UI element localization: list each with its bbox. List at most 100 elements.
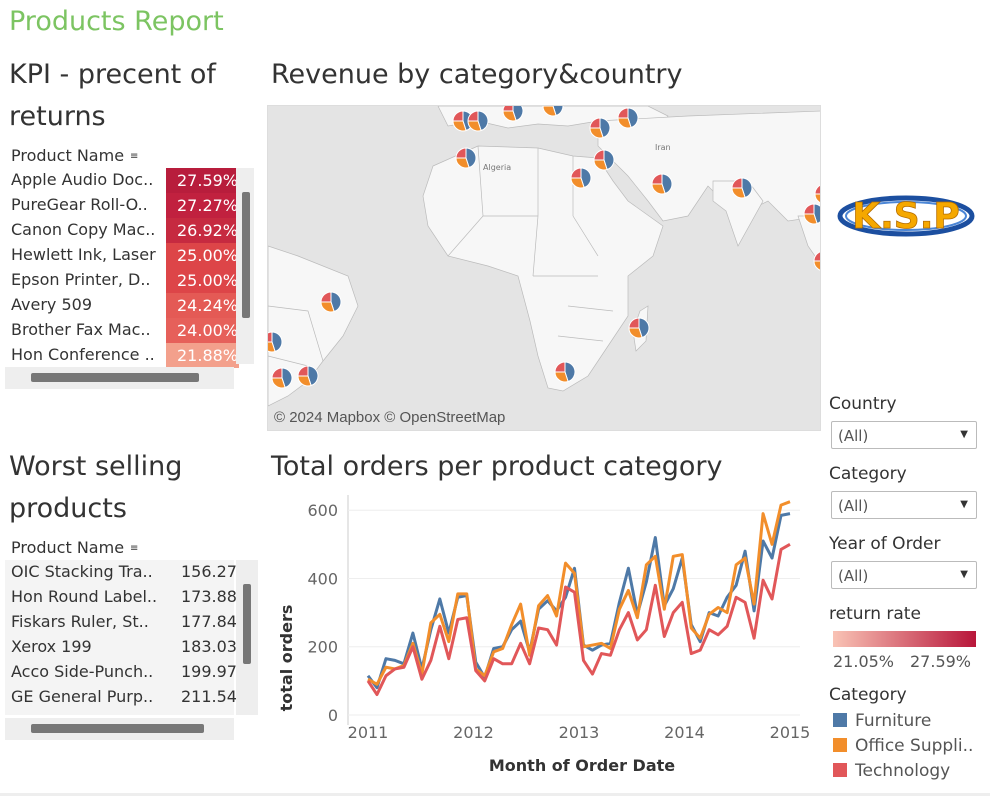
- table-row[interactable]: Hewlett Ink, Laser 25.00%: [5, 243, 239, 268]
- map-pie-slice[interactable]: [813, 260, 821, 271]
- map-pie-slice[interactable]: [512, 106, 524, 122]
- table-row[interactable]: Xerox 199 183.03: [5, 635, 237, 660]
- worst-vertical-scrollbar[interactable]: [236, 560, 258, 715]
- product-name: Hewlett Ink, Laser: [11, 245, 156, 264]
- table-row[interactable]: Canon Copy Mac.. 26.92%: [5, 218, 239, 243]
- table-row[interactable]: GE General Purp.. 211.54: [5, 685, 237, 710]
- table-row[interactable]: Fiskars Ruler, St.. 177.84: [5, 610, 237, 635]
- map-pie-slice[interactable]: [599, 117, 611, 139]
- worst-vertical-scroll-thumb[interactable]: [243, 584, 251, 664]
- map-pie-slice[interactable]: [330, 291, 342, 313]
- map-pie-slice[interactable]: [814, 184, 821, 195]
- map-pie-slice[interactable]: [268, 331, 273, 343]
- product-name: Fiskars Ruler, St..: [11, 612, 149, 631]
- table-row[interactable]: Hon Conference .. 21.88%: [5, 343, 239, 368]
- worst-column-header[interactable]: Product Name ≡: [11, 538, 138, 557]
- map-pie-slice[interactable]: [554, 361, 566, 373]
- map-pie-slice[interactable]: [813, 203, 821, 225]
- map-pie-slice[interactable]: [502, 106, 514, 112]
- map-pie-slice[interactable]: [570, 167, 582, 179]
- map-pie-slice[interactable]: [603, 149, 615, 171]
- product-name: Epson Printer, D..: [11, 270, 151, 289]
- category-filter-dropdown[interactable]: (All) ▼: [831, 491, 977, 519]
- table-row[interactable]: Hon Round Label.. 173.88: [5, 585, 237, 610]
- map-pie-slice[interactable]: [638, 317, 650, 339]
- table-row[interactable]: Acco Side-Punch.. 199.97: [5, 660, 237, 685]
- map-pie-slice[interactable]: [651, 173, 663, 185]
- map-pie-slice[interactable]: [307, 365, 319, 387]
- return-percent: 26.92%: [166, 218, 239, 243]
- sales-value: 183.03: [181, 637, 237, 656]
- sales-value: 177.84: [181, 612, 237, 631]
- table-row[interactable]: OIC Stacking Tra.. 156.27: [5, 560, 237, 585]
- table-row[interactable]: Brother Fax Mac.. 24.00%: [5, 318, 239, 343]
- map-pie-slice[interactable]: [589, 117, 601, 129]
- product-name: PureGear Roll-O..: [11, 195, 148, 214]
- year-filter-label: Year of Order: [829, 534, 941, 554]
- orders-line-chart[interactable]: total orders Month of Order Date 0 200 400…: [270, 490, 820, 790]
- return-percent: 21.88%: [166, 343, 239, 368]
- map-pie-slice[interactable]: [268, 341, 276, 353]
- sort-ascending-icon[interactable]: ≡: [130, 543, 139, 554]
- revenue-map[interactable]: Algeria Iran © 2024 Mapbox © OpenStreetM…: [267, 105, 821, 431]
- worst-column-header-label: Product Name: [11, 538, 125, 557]
- map-pie-slice[interactable]: [661, 173, 673, 195]
- map-pie-slice[interactable]: [627, 107, 639, 129]
- legend-item[interactable]: Office Suppli..: [833, 736, 973, 756]
- map-pie-slice[interactable]: [281, 367, 293, 389]
- product-name: OIC Stacking Tra..: [11, 562, 153, 581]
- map-pie-slice[interactable]: [297, 365, 309, 377]
- map-pie-slice[interactable]: [320, 291, 332, 303]
- series-line-office-supplies[interactable]: [367, 500, 791, 686]
- worst-horizontal-scrollbar[interactable]: [5, 718, 234, 740]
- map-pie-slice[interactable]: [564, 361, 576, 383]
- return-rate-legend-title: return rate: [829, 604, 921, 624]
- map-pie-slice[interactable]: [731, 177, 743, 189]
- legend-item[interactable]: Technology: [833, 761, 950, 781]
- map-pie-slice[interactable]: [813, 251, 821, 262]
- map-pie-slice[interactable]: [803, 203, 815, 215]
- table-row[interactable]: Apple Audio Doc.. 27.59%: [5, 168, 239, 193]
- sales-value: 173.88: [181, 587, 237, 606]
- x-tick-label: 2014: [664, 723, 705, 742]
- ksp-logo: K.S.P: [836, 186, 976, 244]
- ksp-logo-text: K.S.P: [852, 196, 960, 237]
- legend-item[interactable]: Furniture: [833, 711, 931, 731]
- kpi-horizontal-scrollbar[interactable]: [5, 367, 234, 389]
- map-label-iran: Iran: [655, 143, 671, 152]
- map-pie-slice[interactable]: [628, 317, 640, 329]
- country-filter-label: Country: [829, 394, 897, 414]
- category-legend-title: Category: [829, 685, 907, 705]
- kpi-column-header[interactable]: Product Name ≡: [11, 146, 138, 165]
- map-pie-slice[interactable]: [593, 149, 605, 161]
- year-filter-dropdown[interactable]: (All) ▼: [831, 561, 977, 589]
- worst-horizontal-scroll-thumb[interactable]: [31, 724, 204, 733]
- map-pie-slice[interactable]: [580, 167, 592, 189]
- category-filter-value: (All): [838, 497, 869, 515]
- country-filter-dropdown[interactable]: (All) ▼: [831, 421, 977, 449]
- map-pie-slice[interactable]: [467, 110, 479, 122]
- map-pie-slice[interactable]: [465, 147, 477, 169]
- map-attribution[interactable]: © 2024 Mapbox © OpenStreetMap: [274, 409, 506, 426]
- map-pie-slice[interactable]: [477, 110, 489, 132]
- sort-descending-icon[interactable]: ≡: [130, 151, 139, 162]
- kpi-title-line1: KPI - precent of: [9, 59, 216, 90]
- table-row[interactable]: PureGear Roll-O.. 27.27%: [5, 193, 239, 218]
- map-label-algeria: Algeria: [483, 163, 511, 172]
- table-row[interactable]: Epson Printer, D.. 25.00%: [5, 268, 239, 293]
- map-pie-slice[interactable]: [617, 107, 629, 119]
- kpi-vertical-scroll-thumb[interactable]: [242, 192, 250, 318]
- sales-value: 199.97: [181, 662, 237, 681]
- map-pie-slice[interactable]: [452, 110, 464, 122]
- chevron-down-icon: ▼: [960, 429, 968, 440]
- kpi-horizontal-scroll-thumb[interactable]: [31, 373, 199, 382]
- y-axis-label: total orders: [277, 605, 296, 712]
- series-line-technology[interactable]: [366, 543, 791, 697]
- kpi-vertical-scrollbar[interactable]: [236, 168, 254, 364]
- map-pie-slice[interactable]: [455, 147, 467, 159]
- map-pie-slice[interactable]: [271, 331, 283, 353]
- map-pie-slice[interactable]: [741, 177, 753, 199]
- report-title: Products Report: [9, 6, 224, 37]
- map-pie-slice[interactable]: [271, 367, 283, 379]
- table-row[interactable]: Avery 509 24.24%: [5, 293, 239, 318]
